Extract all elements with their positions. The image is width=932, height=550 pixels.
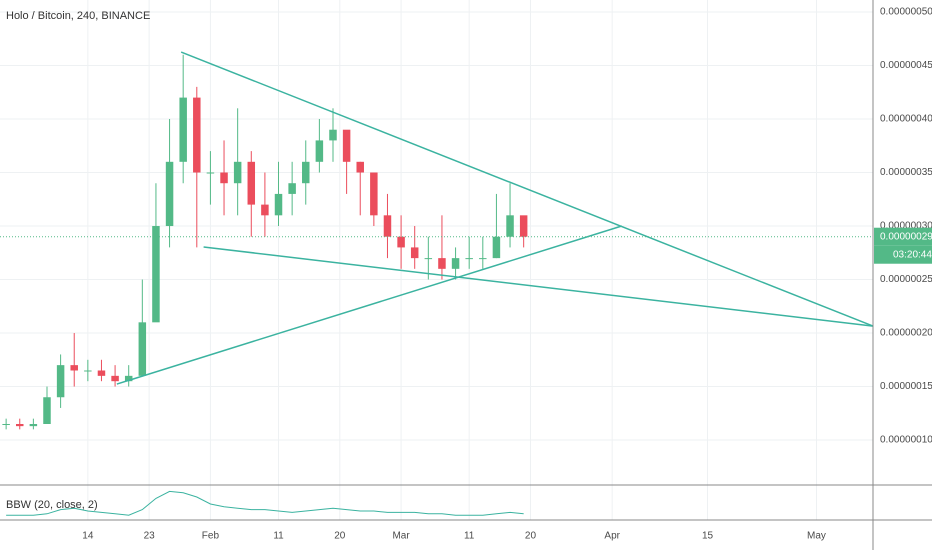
plot-layer [0, 51, 874, 516]
indicator-label: BBW (20, close, 2) [6, 499, 98, 511]
x-tick-label: 11 [464, 531, 475, 542]
candle-body [329, 129, 337, 141]
y-tick-label: 0.00000035 [880, 167, 932, 178]
candle-body [274, 193, 283, 216]
candle-body [152, 226, 160, 323]
x-tick-label: 20 [334, 531, 346, 542]
candle-body [356, 161, 364, 173]
candle-body [302, 161, 310, 184]
trendline [116, 225, 622, 385]
candle-body [220, 172, 228, 184]
trendline [180, 51, 874, 327]
chart-title: Holo / Bitcoin, 240, BINANCE [6, 10, 150, 22]
candle-body [179, 97, 187, 162]
axes-layer: 0.00000050 0.00000045 0.00000040 0.00000035… [82, 7, 932, 542]
candle-body [370, 172, 378, 216]
last-price-label: 0.00000029 [880, 231, 932, 242]
candle-body [342, 129, 351, 162]
candle-body [315, 140, 324, 162]
candle-body [438, 258, 446, 269]
candle-body [138, 322, 147, 376]
y-tick-label: 0.00000010 [880, 435, 932, 446]
y-tick-label: 0.00000045 [880, 60, 932, 71]
candle-body [451, 258, 460, 269]
candle-body [479, 258, 487, 260]
x-tick-label: 15 [702, 531, 714, 542]
candle-body [206, 172, 215, 174]
countdown-box [874, 245, 932, 264]
x-tick-label: 14 [82, 531, 94, 542]
candle-body [410, 247, 419, 259]
candle-body [506, 215, 514, 237]
last-price-box [874, 227, 932, 246]
candle-body [84, 370, 92, 372]
candle-body [383, 215, 392, 237]
candle-body [288, 183, 296, 194]
candle-body [397, 236, 405, 248]
candle-body [97, 370, 106, 376]
y-tick-label: 0.00000015 [880, 381, 932, 392]
candle-body [124, 375, 133, 382]
candle-body [165, 161, 174, 227]
candle-body [16, 424, 24, 427]
x-tick-label: Apr [604, 531, 620, 542]
y-tick-label: 0.00000020 [880, 328, 932, 339]
x-tick-label: 11 [273, 531, 284, 542]
x-tick-label: 23 [144, 531, 156, 542]
indicator-line [6, 490, 524, 516]
y-tick-label: 0.00000050 [880, 7, 932, 18]
candle-body [193, 97, 201, 173]
candle-body [261, 204, 269, 216]
candle-body [519, 215, 528, 237]
candle-body [70, 365, 78, 371]
y-tick-label: 0.00000025 [880, 274, 932, 285]
candle-body [111, 375, 119, 382]
candle-body [465, 258, 473, 260]
candle-body [2, 424, 10, 426]
candle-body [56, 365, 65, 398]
candle-body [424, 258, 433, 260]
candle-body [247, 161, 256, 205]
x-tick-label: Feb [202, 531, 220, 542]
x-tick-label: Mar [392, 531, 410, 542]
candle-body [43, 397, 51, 425]
trendline [203, 246, 874, 327]
x-tick-label: May [807, 531, 826, 542]
y-tick-label: 0.00000040 [880, 114, 932, 125]
candle-body [29, 424, 38, 427]
y-tick-label: 0.00000030 [880, 221, 932, 232]
candle-body [492, 236, 501, 259]
candle-body [233, 161, 242, 184]
x-tick-label: 20 [525, 531, 537, 542]
countdown-label: 03:20:44 [893, 249, 932, 260]
